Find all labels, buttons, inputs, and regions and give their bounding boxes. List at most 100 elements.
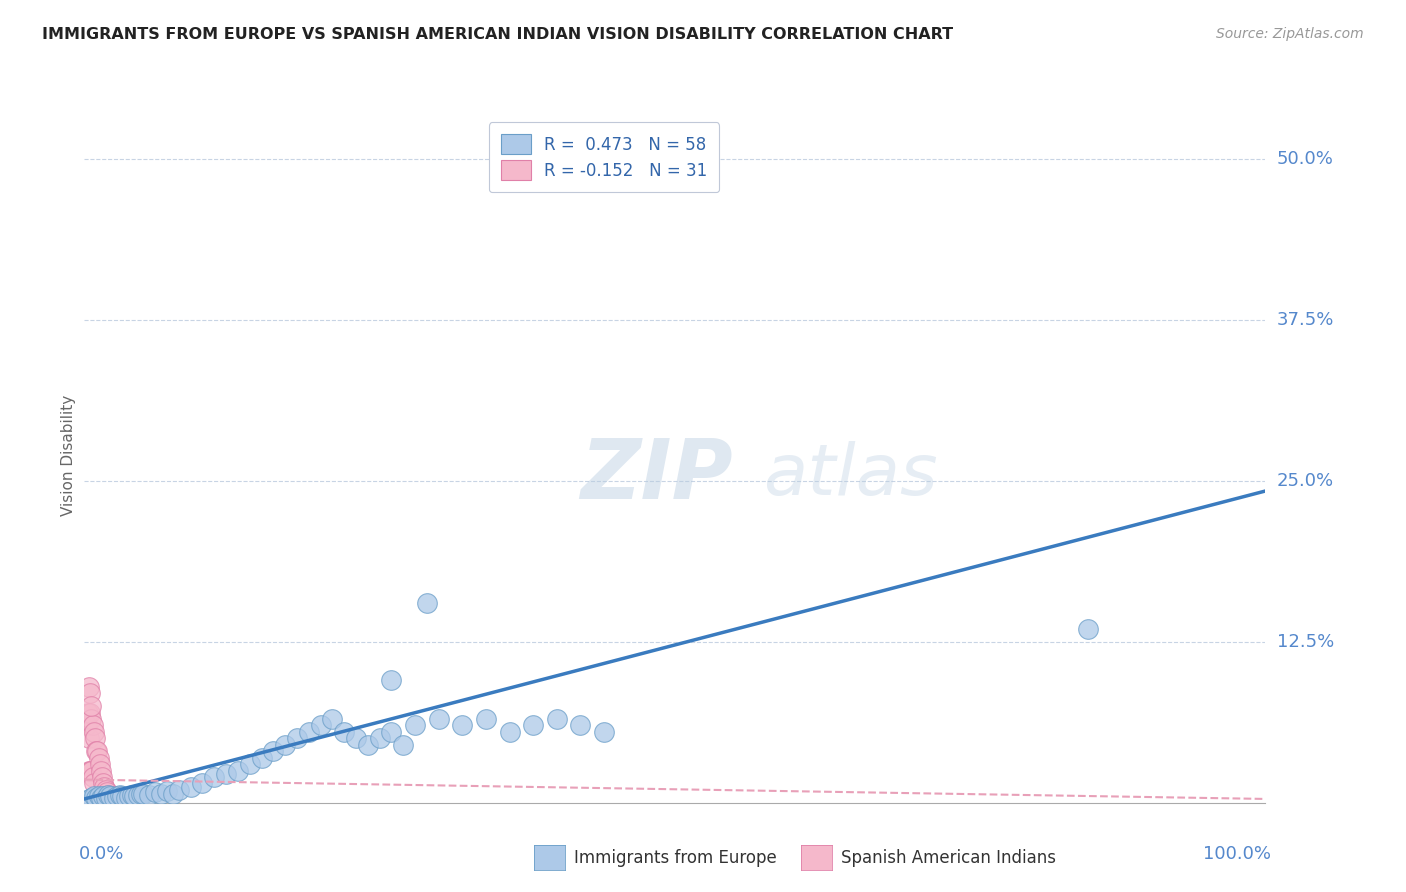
Point: [162, 787, 184, 801]
Point: [80, 712, 103, 726]
Point: [108, 789, 131, 804]
Point: [380, 725, 402, 739]
Point: [107, 789, 129, 804]
Y-axis label: Vision Disability: Vision Disability: [60, 394, 76, 516]
Legend: R =  0.473   N = 58, R = -0.152   N = 31: R = 0.473 N = 58, R = -0.152 N = 31: [489, 122, 718, 192]
Point: [96, 785, 118, 799]
Point: [138, 788, 160, 802]
Point: [79, 764, 101, 778]
Point: [83, 789, 105, 804]
Point: [98, 789, 121, 804]
Point: [226, 764, 249, 778]
Point: [344, 731, 367, 746]
Point: [103, 789, 125, 804]
Point: [94, 783, 117, 797]
Point: [321, 712, 343, 726]
Point: [93, 780, 115, 795]
Point: [569, 718, 592, 732]
Point: [357, 738, 380, 752]
Point: [107, 789, 129, 804]
Point: [150, 787, 173, 801]
Text: 25.0%: 25.0%: [1277, 472, 1334, 490]
Point: [298, 725, 321, 739]
Point: [114, 790, 136, 805]
Point: [80, 790, 103, 805]
Point: [368, 731, 391, 746]
Point: [285, 731, 308, 746]
Point: [91, 770, 114, 784]
Point: [83, 725, 105, 739]
Point: [250, 750, 273, 764]
Point: [79, 706, 101, 720]
Point: [97, 788, 120, 802]
Text: 0.0%: 0.0%: [79, 845, 124, 863]
Point: [84, 744, 107, 758]
Point: [77, 764, 100, 778]
Point: [274, 738, 297, 752]
Point: [380, 673, 402, 688]
Text: 37.5%: 37.5%: [1277, 310, 1334, 328]
Point: [91, 789, 114, 804]
Point: [111, 789, 134, 804]
Point: [87, 750, 110, 764]
Text: Source: ZipAtlas.com: Source: ZipAtlas.com: [1216, 27, 1364, 41]
Point: [90, 764, 112, 778]
Point: [79, 686, 101, 700]
Point: [143, 785, 166, 799]
Point: [215, 767, 238, 781]
Point: [180, 780, 202, 795]
Point: [103, 790, 125, 805]
Point: [98, 789, 121, 804]
Text: 12.5%: 12.5%: [1277, 632, 1334, 651]
Point: [262, 744, 284, 758]
Point: [309, 718, 332, 732]
Point: [77, 792, 100, 806]
Point: [498, 725, 520, 739]
Point: [333, 725, 356, 739]
Point: [416, 596, 439, 610]
Point: [84, 790, 107, 805]
Point: [76, 718, 98, 732]
Point: [97, 788, 120, 802]
Point: [132, 787, 155, 801]
Point: [84, 731, 107, 746]
Point: [129, 787, 152, 801]
Point: [91, 776, 114, 790]
Text: ZIP: ZIP: [581, 435, 733, 516]
Point: [475, 712, 498, 726]
Point: [522, 718, 544, 732]
Text: atlas: atlas: [763, 442, 938, 510]
Point: [1077, 622, 1099, 636]
Point: [404, 718, 426, 732]
Text: Spanish American Indians: Spanish American Indians: [841, 849, 1056, 867]
Point: [89, 757, 111, 772]
Point: [121, 788, 143, 802]
Point: [118, 789, 141, 804]
Text: Immigrants from Europe: Immigrants from Europe: [574, 849, 776, 867]
Point: [167, 783, 190, 797]
Point: [80, 764, 103, 778]
Point: [392, 738, 415, 752]
Point: [90, 790, 112, 805]
Point: [80, 699, 103, 714]
Point: [427, 712, 450, 726]
Text: 50.0%: 50.0%: [1277, 150, 1333, 168]
Point: [83, 776, 105, 790]
Text: IMMIGRANTS FROM EUROPE VS SPANISH AMERICAN INDIAN VISION DISABILITY CORRELATION : IMMIGRANTS FROM EUROPE VS SPANISH AMERIC…: [42, 27, 953, 42]
Point: [122, 789, 145, 804]
Point: [156, 784, 179, 798]
Point: [77, 680, 100, 694]
Point: [82, 770, 104, 784]
Point: [77, 731, 100, 746]
Point: [82, 718, 104, 732]
Point: [87, 789, 110, 804]
Text: 100.0%: 100.0%: [1204, 845, 1271, 863]
Point: [202, 770, 225, 784]
Point: [451, 718, 474, 732]
Point: [77, 706, 100, 720]
Point: [239, 757, 262, 772]
Point: [546, 712, 568, 726]
Point: [108, 788, 131, 802]
Point: [127, 788, 149, 802]
Point: [593, 725, 616, 739]
